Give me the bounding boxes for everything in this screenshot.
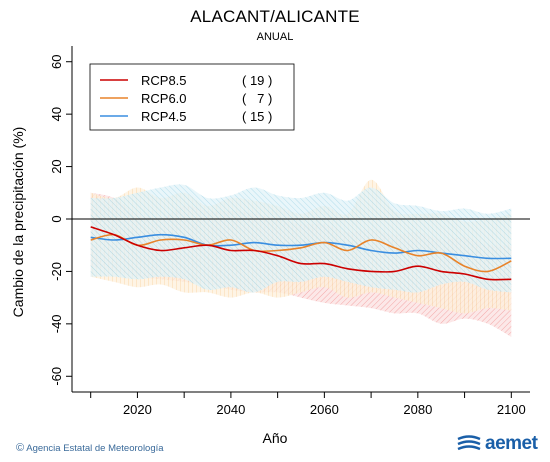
- x-tick-label: 2060: [310, 402, 339, 417]
- agency-name: Agencia Estatal de Meteorología: [26, 443, 164, 454]
- x-axis-label: Año: [262, 430, 288, 446]
- footer-credit: © Agencia Estatal de Meteorología: [16, 442, 164, 454]
- chart-subtitle: ANUAL: [256, 31, 294, 43]
- y-tick-label: 0: [49, 215, 64, 222]
- y-tick-label: 40: [49, 107, 64, 121]
- aemet-logo-text: aemet: [485, 433, 538, 454]
- legend-count-rcp60: ( 7 ): [242, 91, 272, 106]
- legend-label-rcp85: RCP8.5: [141, 73, 187, 88]
- y-tick-label: -40: [49, 314, 64, 333]
- x-tick-label: 2080: [403, 402, 432, 417]
- y-tick-label: -60: [49, 367, 64, 386]
- x-tick-label: 2020: [123, 402, 152, 417]
- aemet-logo-icon: [457, 435, 481, 451]
- x-tick-label: 2100: [497, 402, 526, 417]
- legend: RCP8.5 ( 19 ) RCP6.0 ( 7 ) RCP4.5 ( 15 ): [89, 63, 295, 131]
- x-tick-label: 2040: [216, 402, 245, 417]
- copyright-icon: ©: [16, 442, 25, 454]
- line-rcp60: [90, 233, 512, 273]
- legend-count-rcp45: ( 15 ): [242, 109, 272, 124]
- legend-label-rcp60: RCP6.0: [141, 91, 187, 106]
- legend-label-rcp45: RCP4.5: [141, 109, 187, 124]
- legend-box: [89, 63, 295, 131]
- aemet-logo: aemet: [456, 433, 538, 455]
- legend-count-rcp85: ( 19 ): [242, 73, 272, 88]
- band-rcp45: [90, 184, 512, 293]
- y-tick-label: 20: [49, 159, 64, 173]
- y-tick-label: -20: [49, 262, 64, 281]
- y-axis-label: Cambio de la precipitación (%): [10, 126, 26, 318]
- y-tick-label: 60: [49, 54, 64, 68]
- chart-title: ALACANT/ALICANTE: [190, 7, 360, 26]
- line-rcp85: [90, 226, 512, 281]
